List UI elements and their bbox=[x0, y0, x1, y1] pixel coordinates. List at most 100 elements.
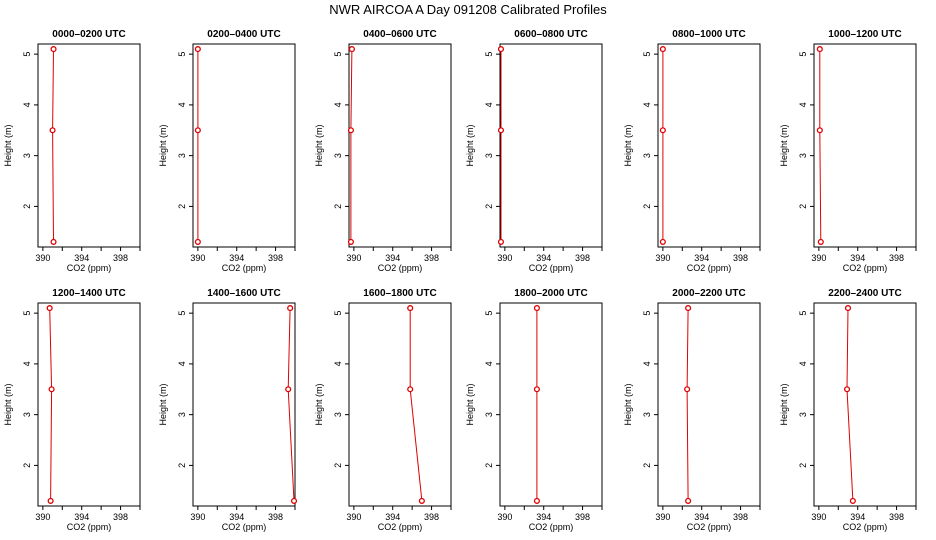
x-tick-label: 390 bbox=[655, 253, 670, 263]
y-tick-label: 4 bbox=[798, 361, 808, 366]
y-axis-label: Height (m) bbox=[779, 124, 789, 166]
plot-frame bbox=[37, 302, 141, 507]
panel-title: 0200–0400 UTC bbox=[207, 29, 280, 40]
x-tick-label: 398 bbox=[424, 253, 439, 263]
panel-title: 1400–1600 UTC bbox=[207, 288, 280, 299]
y-tick-label: 2 bbox=[333, 463, 343, 468]
x-tick-label: 390 bbox=[655, 512, 670, 522]
y-tick-label: 4 bbox=[333, 361, 343, 366]
y-tick-label: 2 bbox=[484, 204, 494, 209]
plot-frame bbox=[348, 43, 452, 248]
y-tick-label: 4 bbox=[177, 102, 187, 107]
profile-line bbox=[409, 308, 423, 501]
plot-frame bbox=[813, 43, 917, 248]
x-tick-label: 390 bbox=[35, 253, 50, 263]
y-axis-label: Height (m) bbox=[3, 383, 13, 425]
y-tick-label: 5 bbox=[22, 311, 32, 316]
y-axis-label: Height (m) bbox=[623, 124, 633, 166]
profile-point bbox=[407, 305, 414, 312]
x-axis-label: CO2 (ppm) bbox=[222, 263, 267, 273]
profile-point bbox=[285, 386, 292, 393]
y-tick-label: 2 bbox=[177, 463, 187, 468]
y-tick-label: 3 bbox=[333, 153, 343, 158]
x-tick-label: 398 bbox=[113, 512, 128, 522]
profile-point bbox=[684, 386, 691, 393]
x-tick-label: 394 bbox=[850, 253, 865, 263]
y-tick-label: 5 bbox=[22, 52, 32, 57]
plot-frame bbox=[37, 43, 141, 248]
y-tick-label: 2 bbox=[642, 204, 652, 209]
x-tick-label: 394 bbox=[74, 512, 89, 522]
x-axis-label: CO2 (ppm) bbox=[222, 522, 267, 532]
x-tick-label: 394 bbox=[694, 253, 709, 263]
profile-point bbox=[407, 386, 414, 393]
y-tick-label: 5 bbox=[177, 311, 187, 316]
profile-line bbox=[686, 308, 689, 501]
profile-point bbox=[347, 238, 354, 245]
y-tick-label: 5 bbox=[642, 52, 652, 57]
x-axis-label: CO2 (ppm) bbox=[378, 263, 423, 273]
x-axis-label: CO2 (ppm) bbox=[67, 263, 112, 273]
profile-point bbox=[48, 386, 55, 393]
y-tick-label: 2 bbox=[22, 463, 32, 468]
plot-frame bbox=[192, 43, 296, 248]
profile-point bbox=[659, 127, 666, 134]
x-tick-label: 398 bbox=[424, 512, 439, 522]
x-tick-label: 398 bbox=[733, 512, 748, 522]
profile-point bbox=[194, 238, 201, 245]
profile-point bbox=[497, 238, 505, 245]
panel-title: 2200–2400 UTC bbox=[828, 288, 901, 299]
plot-frame bbox=[813, 302, 917, 507]
x-tick-label: 390 bbox=[346, 512, 361, 522]
profile-line bbox=[846, 308, 854, 501]
y-tick-label: 2 bbox=[333, 204, 343, 209]
x-tick-label: 398 bbox=[889, 512, 904, 522]
y-tick-label: 3 bbox=[177, 153, 187, 158]
x-axis-label: CO2 (ppm) bbox=[843, 263, 888, 273]
x-tick-label: 390 bbox=[497, 512, 512, 522]
x-tick-label: 390 bbox=[190, 512, 205, 522]
y-tick-label: 3 bbox=[798, 412, 808, 417]
profile-point bbox=[849, 497, 856, 504]
y-tick-label: 4 bbox=[333, 102, 343, 107]
x-tick-label: 394 bbox=[536, 253, 551, 263]
x-tick-label: 394 bbox=[536, 512, 551, 522]
profile-point bbox=[46, 305, 53, 312]
profile-line bbox=[52, 49, 54, 242]
profile-point bbox=[816, 46, 823, 53]
profile-point bbox=[497, 46, 505, 53]
y-tick-label: 5 bbox=[798, 52, 808, 57]
profile-point bbox=[47, 497, 54, 504]
x-axis-label: CO2 (ppm) bbox=[843, 522, 888, 532]
profile-line bbox=[287, 308, 295, 501]
y-tick-label: 3 bbox=[642, 153, 652, 158]
y-tick-label: 3 bbox=[642, 412, 652, 417]
y-axis-label: Height (m) bbox=[623, 383, 633, 425]
profile-line bbox=[49, 308, 53, 501]
panel-title: 1000–1200 UTC bbox=[828, 29, 901, 40]
x-tick-label: 394 bbox=[694, 512, 709, 522]
y-tick-label: 4 bbox=[484, 361, 494, 366]
x-tick-label: 390 bbox=[811, 253, 826, 263]
panel-title: 1600–1800 UTC bbox=[363, 288, 436, 299]
profile-point bbox=[685, 497, 692, 504]
y-tick-label: 3 bbox=[177, 412, 187, 417]
y-axis-label: Height (m) bbox=[3, 124, 13, 166]
x-tick-label: 398 bbox=[268, 512, 283, 522]
x-axis-label: CO2 (ppm) bbox=[687, 263, 732, 273]
y-tick-label: 4 bbox=[798, 102, 808, 107]
x-tick-label: 398 bbox=[889, 253, 904, 263]
y-tick-label: 5 bbox=[484, 52, 494, 57]
y-axis-label: Height (m) bbox=[465, 124, 475, 166]
y-tick-label: 3 bbox=[484, 412, 494, 417]
x-axis-label: CO2 (ppm) bbox=[687, 522, 732, 532]
y-tick-label: 2 bbox=[798, 463, 808, 468]
x-tick-label: 398 bbox=[575, 253, 590, 263]
plot-frame bbox=[348, 302, 452, 507]
